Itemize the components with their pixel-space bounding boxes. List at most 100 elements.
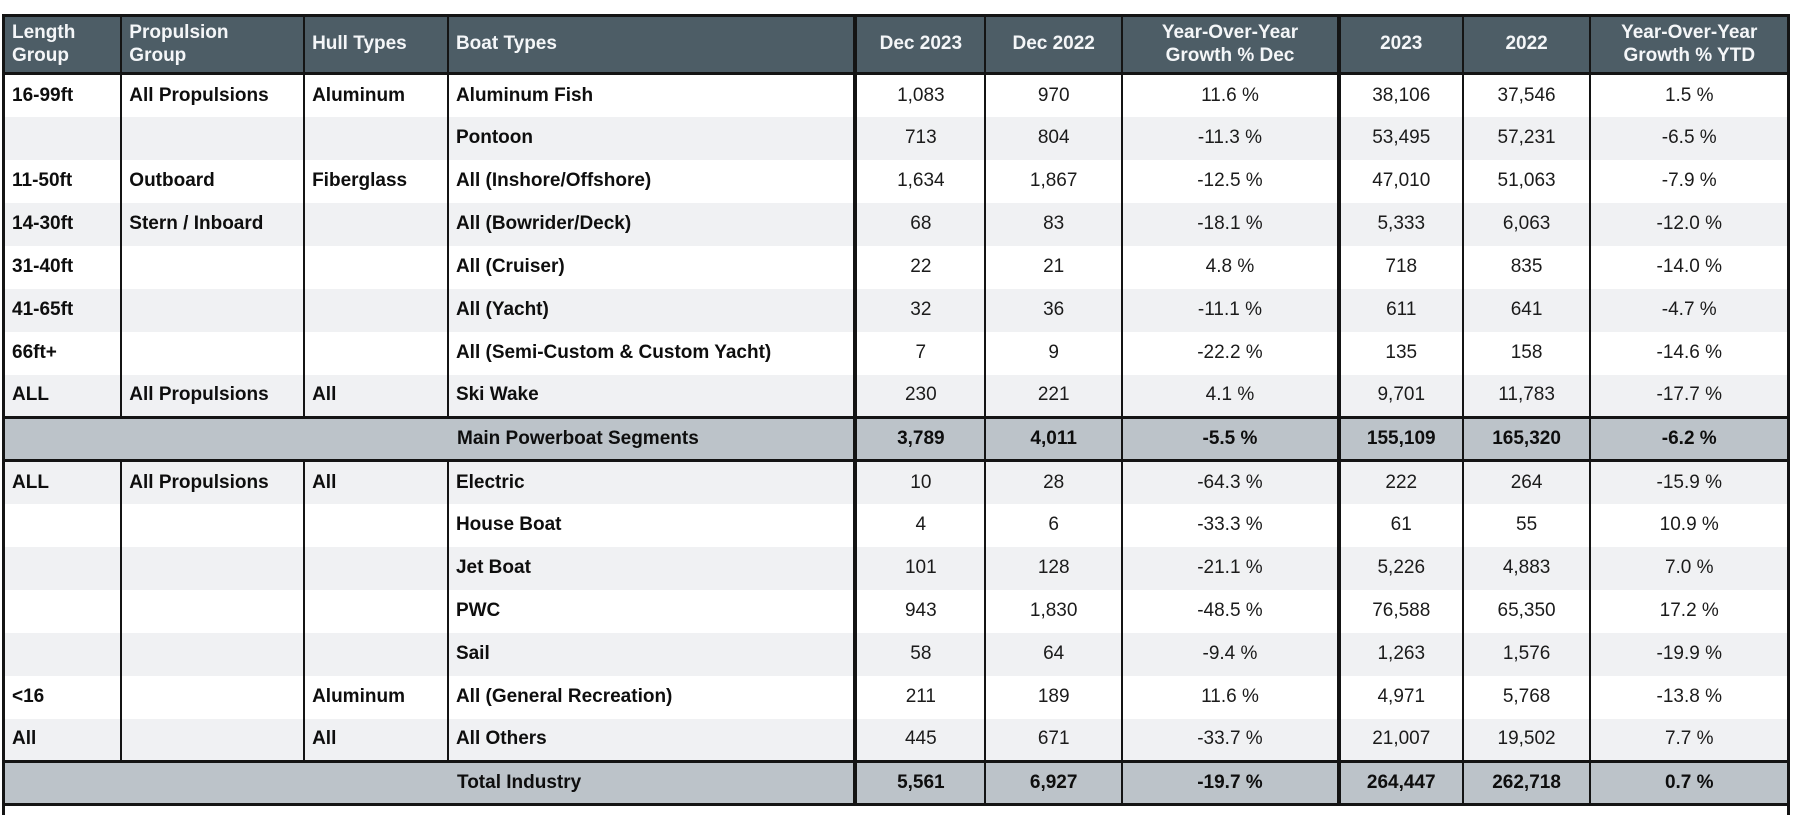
- cell-hull-types: All: [303, 718, 448, 762]
- cell-dec-2022: 36: [984, 288, 1123, 332]
- cell-yoy-growth-ytd: -7.9 %: [1589, 159, 1789, 203]
- cell-dec-2023: 68: [853, 202, 986, 246]
- cell-propulsion-group: [120, 675, 305, 719]
- cell-hull-types: [303, 245, 448, 289]
- cell-boat-types: Aluminum Fish: [446, 73, 856, 117]
- cell-dec-2022: 221: [984, 374, 1123, 418]
- cell-yoy-growth-ytd: -12.0 %: [1589, 202, 1789, 246]
- summary-cell-dec-2022: 4,011: [984, 416, 1123, 462]
- cell-length-group: 66ft+: [2, 331, 122, 375]
- cell-yoy-growth-ytd: -17.7 %: [1589, 374, 1789, 418]
- cell-yoy-growth-dec: -18.1 %: [1121, 202, 1339, 246]
- col-header-2022: 2022: [1461, 15, 1591, 75]
- summary-cell-total-2022: 262,718: [1461, 760, 1591, 806]
- cell-dec-2023: 1,634: [853, 159, 986, 203]
- cell-yoy-growth-dec: -11.3 %: [1121, 116, 1339, 160]
- cell-boat-types: All Others: [446, 718, 856, 762]
- cell-yoy-growth-dec: -33.7 %: [1121, 718, 1339, 762]
- cell-dec-2023: 230: [853, 374, 986, 418]
- header-row: Length Group Propulsion Group Hull Types…: [2, 15, 1789, 75]
- table-row: <16 Aluminum All (General Recreation) 211 18…: [2, 675, 1789, 719]
- col-header-propulsion-group: Propulsion Group: [120, 15, 305, 75]
- summary-cell-total-2023: 155,109: [1336, 416, 1463, 462]
- summary-cell-dec-2022: 6,927: [984, 760, 1123, 806]
- summary-row-label: Total Industry: [2, 760, 856, 806]
- cell-boat-types: House Boat: [446, 503, 856, 547]
- cell-total-2023: 5,333: [1336, 202, 1463, 246]
- table-row: 16-99ft All Propulsions Aluminum Aluminum F…: [2, 73, 1789, 117]
- cell-yoy-growth-ytd: 1.5 %: [1589, 73, 1789, 117]
- cell-propulsion-group: [120, 288, 305, 332]
- cell-dec-2022: 1,867: [984, 159, 1123, 203]
- cell-boat-types: Pontoon: [446, 116, 856, 160]
- cell-length-group: [2, 632, 122, 676]
- table-row: 11-50ft Outboard Fiberglass All (Inshore/Of…: [2, 159, 1789, 203]
- cell-length-group: ALL: [2, 460, 122, 504]
- cell-total-2023: 611: [1336, 288, 1463, 332]
- cell-propulsion-group: All Propulsions: [120, 374, 305, 418]
- table-row: ALL All Propulsions All Electric 10 28 -64.3 %…: [2, 460, 1789, 504]
- summary-row: Main Powerboat Segments 3,789 4,011 -5.5 % 1…: [2, 416, 1789, 462]
- table-row: 41-65ft All (Yacht) 32 36 -11.1 % 611 641 -4.7 …: [2, 288, 1789, 332]
- cell-length-group: 11-50ft: [2, 159, 122, 203]
- cell-total-2023: 61: [1336, 503, 1463, 547]
- cell-yoy-growth-ytd: -4.7 %: [1589, 288, 1789, 332]
- summary-cell-yoy-growth-dec: -19.7 %: [1121, 760, 1339, 806]
- cell-total-2022: 641: [1461, 288, 1591, 332]
- cell-yoy-growth-dec: 4.8 %: [1121, 245, 1339, 289]
- cell-boat-types: All (Bowrider/Deck): [446, 202, 856, 246]
- cell-dec-2023: 4: [853, 503, 986, 547]
- cell-yoy-growth-dec: 4.1 %: [1121, 374, 1339, 418]
- cell-hull-types: [303, 589, 448, 633]
- cell-yoy-growth-dec: -48.5 %: [1121, 589, 1339, 633]
- cell-dec-2022: 83: [984, 202, 1123, 246]
- cell-yoy-growth-ytd: 17.2 %: [1589, 589, 1789, 633]
- cell-dec-2023: 713: [853, 116, 986, 160]
- summary-cell-dec-2023: 5,561: [853, 760, 986, 806]
- cell-total-2023: 718: [1336, 245, 1463, 289]
- col-header-hull-types: Hull Types: [303, 15, 448, 75]
- boat-sales-table: Length Group Propulsion Group Hull Types…: [2, 14, 1790, 806]
- cell-hull-types: Aluminum: [303, 675, 448, 719]
- table-row: PWC 943 1,830 -48.5 % 76,588 65,350 17.2 %: [2, 589, 1789, 633]
- cell-propulsion-group: [120, 116, 305, 160]
- cell-hull-types: [303, 288, 448, 332]
- cell-dec-2022: 671: [984, 718, 1123, 762]
- cell-yoy-growth-ytd: -6.5 %: [1589, 116, 1789, 160]
- cell-total-2023: 76,588: [1336, 589, 1463, 633]
- col-header-length-group: Length Group: [2, 15, 122, 75]
- table-row: House Boat 4 6 -33.3 % 61 55 10.9 %: [2, 503, 1789, 547]
- cell-total-2023: 135: [1336, 331, 1463, 375]
- cell-propulsion-group: All Propulsions: [120, 460, 305, 504]
- cell-total-2022: 4,883: [1461, 546, 1591, 590]
- cell-propulsion-group: [120, 245, 305, 289]
- cell-total-2023: 5,226: [1336, 546, 1463, 590]
- cell-dec-2022: 189: [984, 675, 1123, 719]
- cell-yoy-growth-ytd: -15.9 %: [1589, 460, 1789, 504]
- cell-boat-types: Electric: [446, 460, 856, 504]
- cell-boat-types: All (Inshore/Offshore): [446, 159, 856, 203]
- cell-yoy-growth-dec: -12.5 %: [1121, 159, 1339, 203]
- cell-yoy-growth-dec: 11.6 %: [1121, 73, 1339, 117]
- cell-dec-2023: 943: [853, 589, 986, 633]
- cell-hull-types: [303, 503, 448, 547]
- col-header-boat-types: Boat Types: [446, 15, 856, 75]
- cell-length-group: [2, 589, 122, 633]
- col-header-2023: 2023: [1336, 15, 1463, 75]
- cell-yoy-growth-dec: -21.1 %: [1121, 546, 1339, 590]
- table-row: 66ft+ All (Semi-Custom & Custom Yacht) 7 9-…: [2, 331, 1789, 375]
- summary-cell-yoy-growth-dec: -5.5 %: [1121, 416, 1339, 462]
- cell-total-2022: 55: [1461, 503, 1591, 547]
- cell-boat-types: All (Semi-Custom & Custom Yacht): [446, 331, 856, 375]
- summary-cell-yoy-growth-ytd: -6.2 %: [1589, 416, 1789, 462]
- cell-dec-2022: 64: [984, 632, 1123, 676]
- cell-boat-types: All (Cruiser): [446, 245, 856, 289]
- col-header-dec-2022: Dec 2022: [984, 15, 1123, 75]
- cell-total-2022: 11,783: [1461, 374, 1591, 418]
- cell-dec-2023: 10: [853, 460, 986, 504]
- cell-length-group: 41-65ft: [2, 288, 122, 332]
- cell-yoy-growth-ytd: -14.0 %: [1589, 245, 1789, 289]
- cell-hull-types: [303, 116, 448, 160]
- cell-dec-2023: 445: [853, 718, 986, 762]
